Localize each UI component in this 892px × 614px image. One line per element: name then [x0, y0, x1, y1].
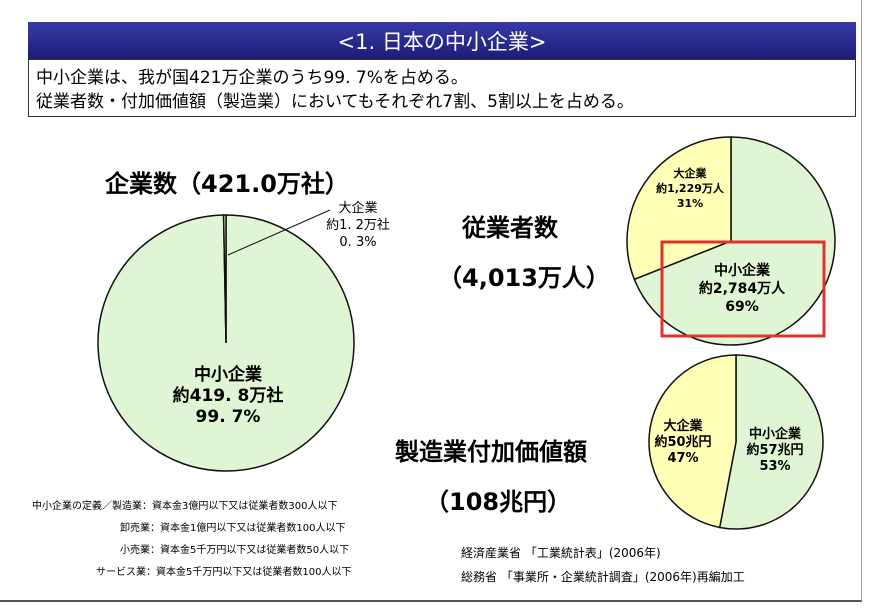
slide-frame [0, 0, 862, 602]
definition-text: 製造業：資本金3億円以下又は従業者数300人以下 [112, 501, 338, 512]
companies-sme-label: 中小企業 約419. 8万社 99. 7% [148, 365, 308, 428]
companies-large-name: 大企業 [338, 201, 378, 216]
definition-row-wholesale: 卸売業：資本金1億円以下又は従業者数100人以下 [120, 523, 346, 534]
companies-large-label: 大企業 約1. 2万社 0. 3% [318, 200, 398, 251]
employees-sme-value: 約2,784万人 [698, 281, 786, 297]
manufacturing-sme-label: 中小企業 約57兆円 53% [735, 427, 815, 475]
sme-definition-notes: 中小企業の定義／製造業：資本金3億円以下又は従業者数300人以下 卸売業：資本金… [32, 496, 351, 584]
manufacturing-slice-sme [718, 354, 824, 530]
manufacturing-large-label: 大企業 約50兆円 47% [648, 419, 718, 467]
manufacturing-sme-name: 中小企業 [748, 427, 801, 442]
chart-manufacturing-subtitle: （108兆円） [425, 488, 572, 516]
manufacturing-large-value: 約50兆円 [654, 435, 712, 450]
definition-label: 中小企業の定義／ [32, 501, 112, 512]
source-line-1: 経済産業省 「工業統計表」(2006年) [461, 546, 661, 560]
employees-large-value: 約1,229万人 [656, 182, 724, 195]
employees-sme-label: 中小企業 約2,784万人 69% [682, 262, 802, 316]
source-line-2: 総務省 「事業所・企業統計調査」(2006年)再編加工 [461, 570, 745, 584]
employees-sme-highlight-box [660, 240, 826, 338]
summary-box: 中小企業は、我が国421万企業のうち99. 7%を占める。 従業者数・付加価値額… [28, 59, 856, 117]
slide-title: <1. 日本の中小企業> [28, 22, 856, 59]
employees-slice-large [626, 136, 732, 281]
companies-sme-pct: 99. 7% [195, 407, 261, 427]
manufacturing-large-pct: 47% [667, 451, 699, 466]
employees-large-pct: 31% [676, 197, 704, 210]
companies-large-leader-line [227, 209, 331, 256]
manufacturing-slice-large [648, 354, 737, 529]
manufacturing-large-name: 大企業 [663, 419, 703, 434]
companies-slice-large [222, 214, 227, 344]
manufacturing-sme-pct: 53% [759, 459, 791, 474]
employees-sme-pct: 69% [725, 299, 759, 315]
chart-manufacturing-title: 製造業付加価値額 [395, 438, 587, 466]
definition-row-manufacturing: 中小企業の定義／製造業：資本金3億円以下又は従業者数300人以下 [32, 496, 351, 518]
companies-sme-value: 約419. 8万社 [172, 386, 284, 406]
companies-sme-name: 中小企業 [194, 365, 262, 385]
employees-sme-name: 中小企業 [714, 263, 770, 279]
manufacturing-sme-value: 約57兆円 [746, 443, 804, 458]
definition-row-retail: 小売業：資本金5千万円以下又は従業者数50人以下 [120, 545, 350, 556]
slide-title-text: <1. 日本の中小企業> [337, 29, 547, 54]
summary-line-2: 従業者数・付加価値額（製造業）においてもそれぞれ7割、5割以上を占める。 [36, 92, 634, 112]
companies-large-value: 約1. 2万社 [326, 218, 390, 233]
employees-large-name: 大企業 [673, 167, 707, 180]
definition-row-service: サービス業：資本金5千万円以下又は従業者数100人以下 [96, 567, 352, 578]
employees-large-label: 大企業 約1,229万人 31% [640, 166, 740, 211]
chart-employees-title: 従業者数 [462, 214, 558, 242]
summary-line-1: 中小企業は、我が国421万企業のうち99. 7%を占める。 [36, 68, 468, 88]
chart-companies-title: 企業数（421.0万社） [105, 170, 349, 198]
companies-large-pct: 0. 3% [339, 235, 377, 250]
chart-employees-subtitle: （4,013万人） [438, 264, 610, 292]
